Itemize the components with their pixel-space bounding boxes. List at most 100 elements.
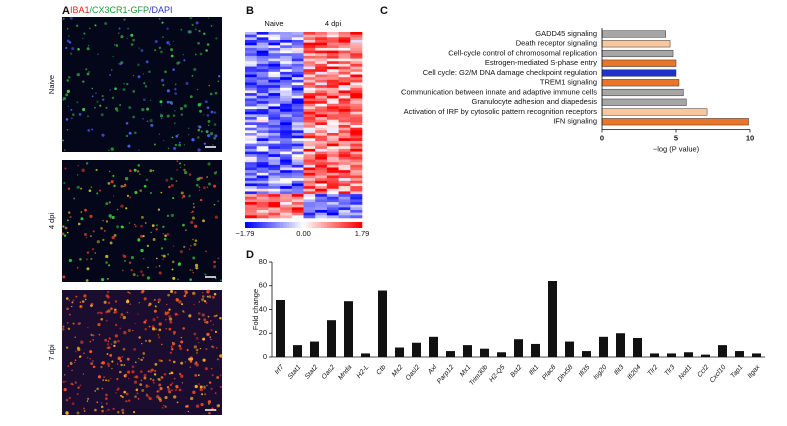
heatmap-cell xyxy=(245,130,257,134)
cell xyxy=(213,292,217,296)
x-tick-label: 5 xyxy=(674,133,678,142)
cell xyxy=(149,99,152,102)
heatmap-cell xyxy=(303,186,316,190)
cell xyxy=(67,75,71,79)
heatmap-cell xyxy=(280,45,293,49)
heatmap-cell xyxy=(350,212,363,216)
heatmap-cell xyxy=(256,164,269,168)
cell xyxy=(66,79,69,82)
heatmap-cell xyxy=(280,98,293,102)
cell xyxy=(166,303,168,306)
cell xyxy=(152,318,156,322)
colorbar-step xyxy=(250,222,255,228)
heatmap-cell xyxy=(350,175,363,179)
cell xyxy=(85,236,88,239)
heatmap-cell xyxy=(315,151,328,155)
cell xyxy=(154,305,157,307)
heatmap-cell xyxy=(315,188,328,192)
cell xyxy=(191,23,194,27)
bar xyxy=(395,347,404,357)
heatmap-cell xyxy=(350,37,363,41)
heatmap-cell xyxy=(256,103,269,107)
cell xyxy=(193,206,196,209)
cell xyxy=(180,28,183,31)
cell xyxy=(206,176,209,179)
heatmap-cell xyxy=(303,140,316,144)
cell xyxy=(147,266,149,269)
heatmap-cell xyxy=(268,119,281,123)
cell xyxy=(127,328,131,333)
heatmap-cell xyxy=(326,85,339,89)
colorbar-step xyxy=(332,222,336,228)
heatmap-cell xyxy=(326,55,339,59)
bar xyxy=(752,353,761,357)
cell xyxy=(196,352,198,354)
heatmap-cell xyxy=(268,79,281,83)
heatmap-cell xyxy=(315,135,328,139)
cell xyxy=(77,165,79,167)
heatmap-cell xyxy=(256,109,269,113)
cell xyxy=(193,242,197,246)
heatmap-cell xyxy=(303,82,316,86)
heatmap-cell xyxy=(280,122,293,126)
heatmap-cell xyxy=(245,47,257,51)
cell xyxy=(125,392,129,396)
heatmap-cell xyxy=(315,148,328,152)
cell xyxy=(138,336,141,339)
heatmap-cell xyxy=(338,151,351,155)
heatmap-cell xyxy=(245,191,257,195)
heatmap-cell xyxy=(268,87,281,91)
cell xyxy=(145,178,149,182)
category-label: Communication between innate and adaptiv… xyxy=(401,87,597,96)
cell xyxy=(85,279,89,282)
x-tick-label: Tlr3 xyxy=(664,364,677,378)
heatmap-cell xyxy=(291,204,304,208)
cell xyxy=(128,261,132,264)
heatmap-cell xyxy=(303,32,316,35)
cell xyxy=(178,143,182,147)
heatmap-cell xyxy=(268,164,281,168)
heatmap-cell xyxy=(315,146,328,150)
cell xyxy=(139,173,141,175)
heatmap-cell xyxy=(315,95,328,99)
heatmap-cell xyxy=(315,191,328,195)
heatmap-cell xyxy=(245,215,257,219)
heatmap-cell xyxy=(315,114,328,118)
cell xyxy=(71,301,74,304)
heatmap-cell xyxy=(350,39,363,43)
cell xyxy=(157,334,160,336)
cell xyxy=(160,247,164,250)
heatmap-cell xyxy=(280,34,293,38)
heatmap-cell xyxy=(291,202,304,206)
heatmap-cell xyxy=(245,175,257,179)
heatmap-cell xyxy=(256,63,269,67)
cell xyxy=(89,350,93,354)
cell xyxy=(202,186,206,190)
heatmap-cell xyxy=(245,159,257,163)
cell xyxy=(63,181,66,185)
cell xyxy=(120,313,124,317)
cell xyxy=(219,374,222,377)
cell xyxy=(136,392,139,395)
heatmap-cell xyxy=(291,117,304,120)
heatmap-cell xyxy=(338,140,351,144)
heatmap-cell xyxy=(315,170,328,174)
heatmap-cell xyxy=(256,90,269,94)
cell xyxy=(112,195,115,197)
cell xyxy=(180,113,183,116)
heatmap-cell xyxy=(338,202,351,206)
heatmap-cell xyxy=(256,170,269,174)
heatmap-cell xyxy=(338,32,351,35)
heatmap-cell xyxy=(268,77,281,81)
heatmap-cell xyxy=(326,42,339,46)
cell xyxy=(158,359,162,362)
cell xyxy=(130,43,134,46)
heatmap-cell xyxy=(245,143,257,147)
bar xyxy=(601,59,677,67)
cell xyxy=(116,109,119,112)
heatmap-cell xyxy=(315,183,328,187)
heatmap-cell xyxy=(256,186,269,190)
cell xyxy=(143,373,147,377)
cell xyxy=(143,184,147,188)
heatmap-cell xyxy=(326,172,339,176)
